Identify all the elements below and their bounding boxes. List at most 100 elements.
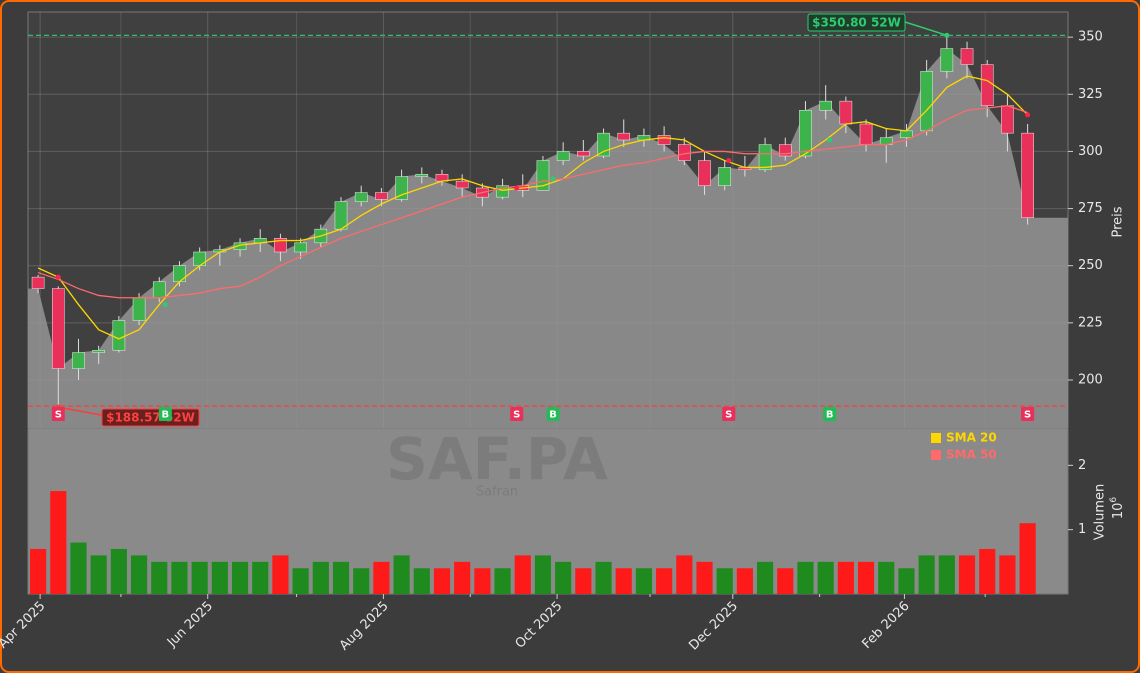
candle-body [415, 174, 429, 177]
volume-bar [130, 555, 148, 594]
candle-body [617, 132, 631, 141]
candle-body [597, 132, 610, 157]
volume-bar [615, 568, 632, 594]
signal-dot [550, 176, 556, 182]
legend-label: SMA 50 [946, 448, 997, 462]
signal-badge [823, 407, 837, 421]
legend-label: SMA 20 [946, 431, 997, 445]
candle-body [758, 144, 772, 170]
candle-body [900, 130, 913, 138]
volume-scale-exponent: 6 [1109, 497, 1119, 503]
volume-bar [312, 561, 329, 594]
volume-bar [918, 555, 935, 594]
sma-line [37, 105, 1028, 299]
volume-bar [292, 568, 309, 594]
candle-body [920, 71, 933, 132]
candle-body [1001, 105, 1014, 134]
volume-bar [211, 561, 228, 594]
volume-bar [494, 568, 511, 594]
volume-bar [837, 561, 854, 594]
volume-bar [231, 561, 249, 594]
volume-bar [938, 555, 955, 594]
candle-body [112, 320, 126, 351]
signal-label: S [513, 410, 520, 421]
volume-bar [30, 548, 47, 594]
candle-body [799, 110, 812, 157]
volume-bar [514, 555, 531, 594]
candle-body [132, 297, 146, 321]
volume-bar [272, 555, 289, 594]
y-tick-label: 250 [1078, 258, 1103, 273]
volume-bar [696, 561, 713, 594]
candle-body [496, 185, 509, 198]
volume-bar [958, 555, 976, 594]
signal-dot [726, 158, 732, 164]
candle-body [839, 100, 853, 125]
candle-body [72, 352, 85, 369]
candle-body [657, 135, 671, 145]
low-52w-label: $188.57 52W [106, 411, 195, 425]
y-tick-label: 325 [1078, 87, 1103, 102]
signal-label: S [1024, 410, 1031, 421]
volume-bar [635, 568, 652, 594]
candle-body [678, 144, 691, 161]
candle-body [395, 176, 408, 200]
volume-bar [393, 555, 410, 594]
y-tick-label: 350 [1078, 30, 1103, 45]
volume-scale-base: 10 [1111, 503, 1126, 520]
volume-bar [110, 548, 127, 594]
candle-body [92, 350, 105, 353]
volume-bar [171, 561, 188, 594]
signal-label: B [826, 410, 834, 421]
candle-body [859, 123, 873, 145]
y-tick-label: 225 [1078, 315, 1103, 330]
volume-bar [332, 561, 350, 594]
volume-bar [373, 561, 390, 594]
volume-bar [817, 561, 834, 594]
volume-bar [999, 555, 1016, 594]
volume-bar [70, 542, 87, 594]
signal-label: S [725, 410, 732, 421]
signal-badge [158, 407, 172, 421]
volume-bar [857, 561, 875, 594]
low-52w-box [101, 408, 200, 427]
candle-body [294, 242, 307, 253]
candle-body [51, 288, 65, 369]
signal-badge [510, 407, 524, 421]
signal-label: S [55, 410, 62, 421]
signal-dot [514, 185, 520, 191]
volume-bar [716, 568, 733, 594]
candle-body [698, 160, 711, 186]
volume-bar [797, 561, 814, 594]
volume-bar [474, 568, 491, 594]
volume-bar [595, 561, 612, 594]
y-tick-label: 300 [1078, 144, 1103, 159]
sma-line [37, 75, 1029, 340]
legend-swatch [931, 450, 941, 460]
volume-bar [433, 568, 451, 594]
high-52w-label: $350.80 52W [812, 16, 901, 30]
candle-body [173, 265, 186, 282]
volume-bar [191, 561, 208, 594]
volume-bar [252, 561, 269, 594]
candle-body [778, 144, 792, 157]
high-52w-arrow [904, 21, 948, 37]
signal-dot [55, 274, 61, 280]
volume-bar [979, 548, 996, 594]
volume-y-tick-label: 1 [1078, 522, 1086, 537]
volume-bar [656, 568, 673, 594]
candle-body [940, 48, 954, 72]
volume-bar [777, 568, 794, 594]
candle-body [31, 276, 45, 289]
volume-bar [575, 568, 592, 594]
candle-body [819, 100, 832, 111]
signal-badge [1021, 407, 1035, 421]
volume-bar [736, 568, 753, 594]
y-tick-label: 275 [1078, 201, 1103, 216]
volume-bar [878, 561, 895, 594]
volume-bar [534, 555, 552, 594]
candle-body [193, 251, 206, 266]
high-52w-box [807, 13, 906, 32]
signal-badge [51, 407, 65, 421]
